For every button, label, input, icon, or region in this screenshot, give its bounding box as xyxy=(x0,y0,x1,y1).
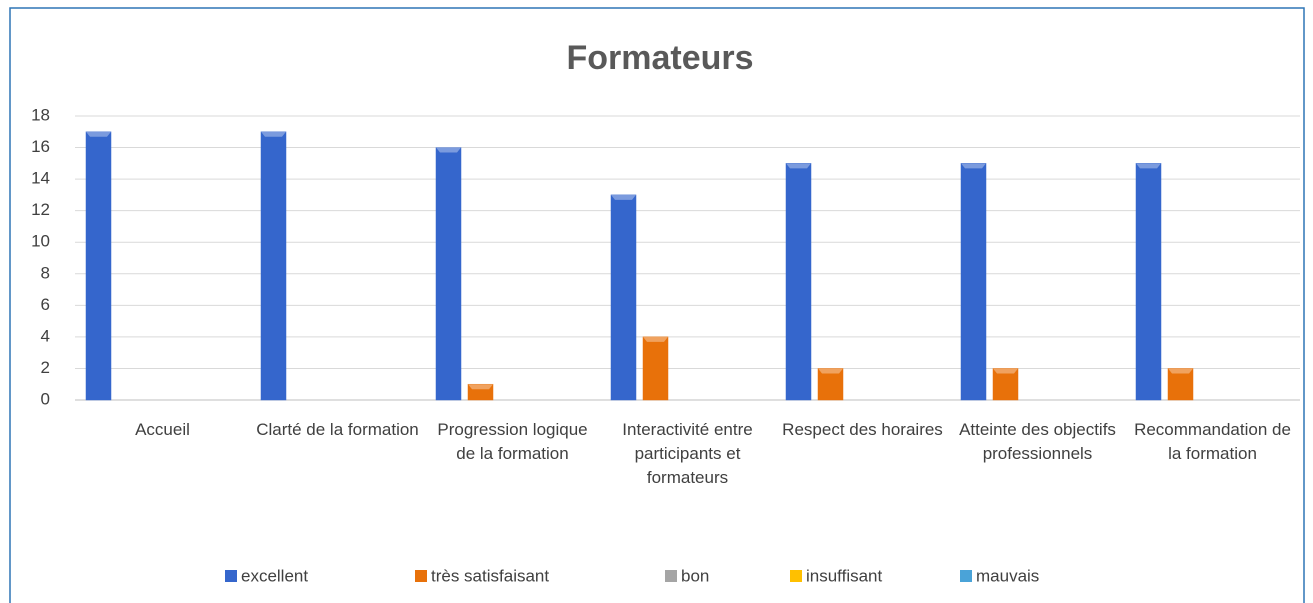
bar xyxy=(1135,163,1162,401)
y-tick-label: 12 xyxy=(31,200,50,219)
bar xyxy=(467,383,494,401)
y-tick-label: 0 xyxy=(41,389,50,408)
bar xyxy=(642,336,669,401)
bar xyxy=(260,131,287,401)
y-tick-label: 8 xyxy=(41,263,50,282)
bar xyxy=(435,147,462,401)
legend-swatch xyxy=(415,570,427,582)
chart-title: Formateurs xyxy=(566,39,753,77)
x-tick-label: Respect des horaires xyxy=(782,420,943,439)
legend-swatch xyxy=(665,570,677,582)
bar xyxy=(85,131,112,401)
bar-cap xyxy=(611,194,636,200)
bar xyxy=(1167,368,1194,401)
bar xyxy=(817,368,844,401)
y-tick-label: 2 xyxy=(41,358,50,377)
x-tick-label: Interactivité entre participants et form… xyxy=(622,420,753,487)
x-tick-label: Atteinte des objectifs professionnels xyxy=(959,420,1116,463)
legend-label: mauvais xyxy=(976,566,1039,585)
x-tick-label: Progression logique de la formation xyxy=(437,420,588,463)
x-tick-label: Recommandation de la formation xyxy=(1134,420,1291,463)
legend-label: excellent xyxy=(241,566,308,585)
bar-cap xyxy=(436,147,461,153)
bar xyxy=(610,194,637,401)
y-tick-label: 14 xyxy=(31,169,50,188)
legend-label: insuffisant xyxy=(806,566,883,585)
legend-label: très satisfaisant xyxy=(431,566,549,585)
legend-swatch xyxy=(790,570,802,582)
x-tick-label: Clarté de la formation xyxy=(256,420,419,439)
y-tick-label: 18 xyxy=(31,105,50,124)
legend-swatch xyxy=(225,570,237,582)
bar-cap xyxy=(993,368,1018,374)
y-tick-label: 16 xyxy=(31,137,50,156)
bar xyxy=(785,163,812,401)
bar-cap xyxy=(1168,368,1193,374)
bar-cap xyxy=(468,384,493,390)
bar-cap xyxy=(786,163,811,169)
bar-cap xyxy=(818,368,843,374)
bar-cap xyxy=(261,131,286,137)
legend-label: bon xyxy=(681,566,709,585)
y-tick-label: 10 xyxy=(31,232,50,251)
bar-cap xyxy=(961,163,986,169)
y-tick-label: 6 xyxy=(41,295,50,314)
legend-swatch xyxy=(960,570,972,582)
bar-cap xyxy=(86,131,111,137)
bar-cap xyxy=(643,336,668,342)
x-tick-label: Accueil xyxy=(135,420,190,439)
bar xyxy=(960,163,987,401)
bar xyxy=(992,368,1019,401)
bar-cap xyxy=(1136,163,1161,169)
y-tick-label: 4 xyxy=(41,326,50,345)
